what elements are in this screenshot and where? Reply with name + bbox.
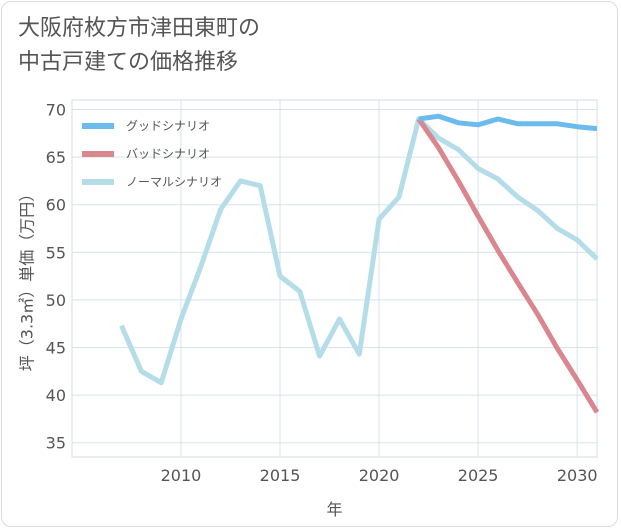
legend-label: バッドシナリオ <box>126 147 210 161</box>
legend-label: ノーマルシナリオ <box>126 175 222 189</box>
series-line-bad <box>416 117 600 414</box>
x-tick-label: 2025 <box>458 466 499 485</box>
series-lines <box>119 113 600 414</box>
series-line-normal <box>119 116 599 386</box>
x-axis-title: 年 <box>326 500 342 519</box>
x-tick-label: 2030 <box>557 466 598 485</box>
x-tick-label: 2020 <box>359 466 400 485</box>
y-tick-label: 35 <box>46 434 66 453</box>
y-tick-label: 65 <box>46 148 66 167</box>
y-tick-label: 70 <box>46 101 66 120</box>
y-tick-label: 40 <box>46 386 66 405</box>
y-tick-label: 45 <box>46 339 66 358</box>
legend-label: グッドシナリオ <box>126 119 210 133</box>
y-axis-title: 坪（3.3㎡）単価（万円） <box>18 186 37 371</box>
series-line-good <box>418 113 598 132</box>
x-tick-label: 2010 <box>161 466 202 485</box>
y-tick-label: 60 <box>46 196 66 215</box>
chart-title: 大阪府枚方市津田東町の 中古戸建ての価格推移 <box>18 12 260 80</box>
y-tick-label: 55 <box>46 243 66 262</box>
grid-lines <box>71 99 598 458</box>
chart-title-line2: 中古戸建ての価格推移 <box>18 50 239 75</box>
axis-ticks: 35 40 45 50 55 60 65 70 2010 2015 2020 2025 2030 <box>46 101 598 485</box>
y-tick-label: 50 <box>46 291 66 310</box>
chart-title-line1: 大阪府枚方市津田東町の <box>18 16 261 41</box>
plot-frame <box>71 99 598 458</box>
x-tick-label: 2015 <box>260 466 301 485</box>
